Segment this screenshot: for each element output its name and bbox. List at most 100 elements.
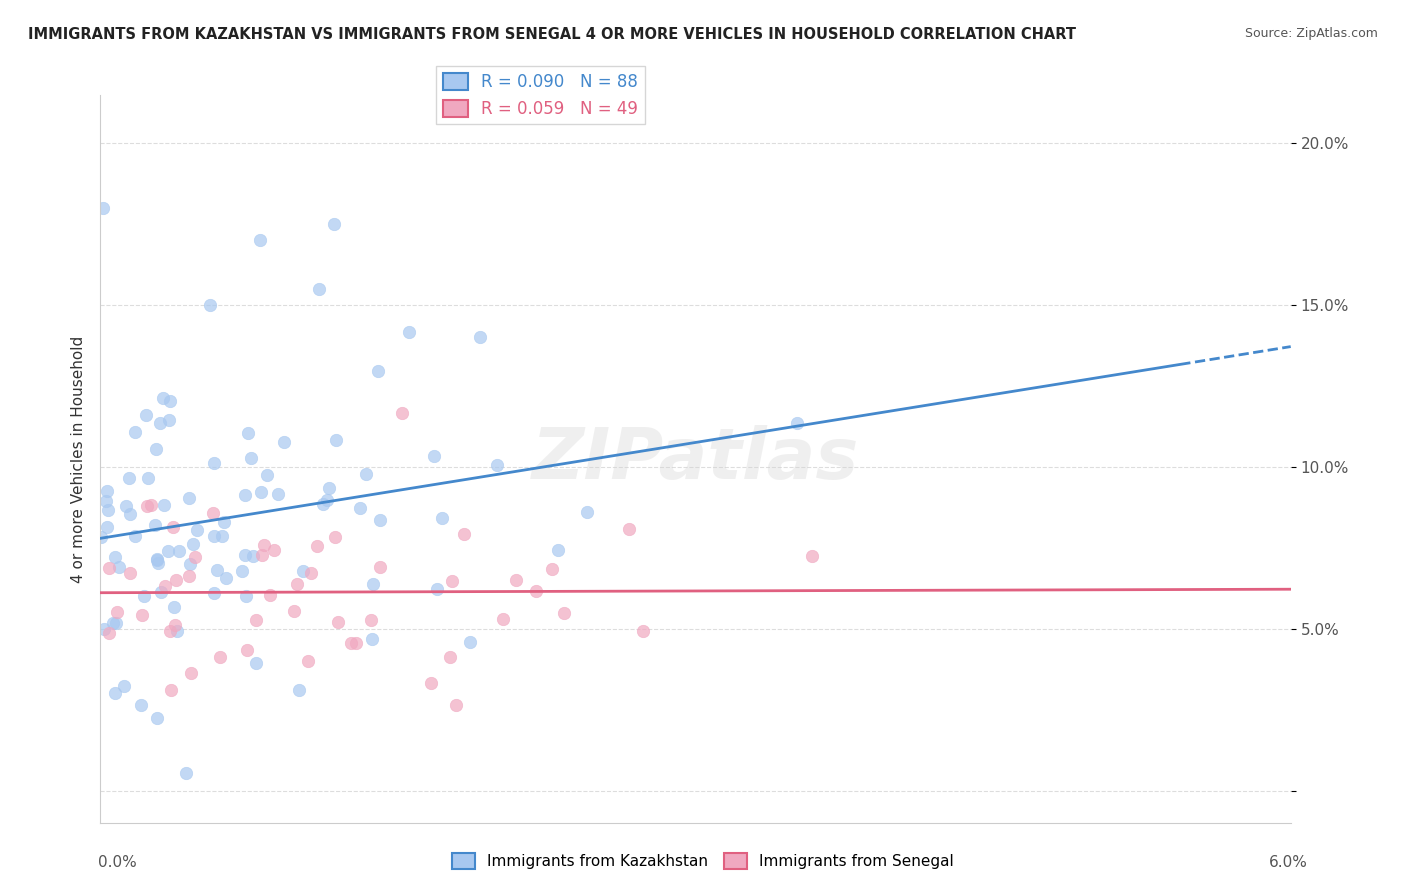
Point (179, 558, 201, 572)
Point (263, 542, 285, 557)
Point (141, 498, 163, 512)
Point (184, 550, 207, 565)
Point (180, 665, 202, 680)
Point (115, 500, 138, 514)
Point (186, 523, 208, 537)
Legend: Immigrants from Kazakhstan, Immigrants from Senegal: Immigrants from Kazakhstan, Immigrants f… (446, 847, 960, 875)
Point (96, 494, 118, 508)
Point (575, 505, 598, 519)
Text: IMMIGRANTS FROM KAZAKHSTAN VS IMMIGRANTS FROM SENEGAL 4 OR MORE VEHICLES IN HOUS: IMMIGRANTS FROM KAZAKHSTAN VS IMMIGRANTS… (28, 27, 1076, 42)
Point (215, 571, 238, 585)
Point (430, 511, 453, 525)
Point (104, 616, 127, 631)
Point (104, 686, 127, 700)
Point (96, 520, 118, 534)
Point (108, 560, 131, 574)
Point (167, 543, 190, 558)
Point (105, 605, 128, 619)
Point (205, 563, 228, 577)
Point (617, 522, 640, 536)
Point (145, 442, 167, 456)
Point (103, 615, 125, 630)
Point (163, 618, 186, 632)
Point (104, 550, 127, 565)
Point (202, 506, 225, 520)
Point (97, 561, 120, 575)
Point (297, 654, 319, 668)
Point (146, 557, 169, 571)
Point (426, 582, 449, 597)
Point (786, 417, 808, 431)
Point (453, 526, 475, 541)
Point (146, 553, 169, 567)
Point (325, 433, 347, 447)
Point (349, 501, 371, 516)
Point (492, 612, 515, 626)
Point (153, 498, 176, 512)
Point (90, 530, 112, 544)
Point (360, 613, 382, 627)
Point (157, 413, 180, 427)
Point (344, 636, 367, 650)
Point (163, 599, 186, 614)
Point (458, 635, 481, 649)
Point (250, 548, 273, 562)
Point (93, 622, 115, 636)
Point (308, 282, 330, 296)
Point (124, 529, 146, 543)
Point (307, 539, 329, 553)
Point (152, 391, 174, 405)
Point (129, 698, 152, 712)
Point (236, 426, 259, 441)
Point (288, 683, 311, 698)
Point (326, 615, 349, 630)
Point (162, 520, 184, 534)
Point (211, 529, 233, 543)
Point (155, 579, 177, 593)
Point (114, 679, 136, 693)
Point (423, 449, 446, 463)
Point (204, 529, 226, 543)
Point (323, 217, 346, 231)
Point (165, 573, 187, 587)
Point (214, 516, 236, 530)
Point (156, 544, 179, 558)
Point (150, 584, 173, 599)
Point (149, 416, 172, 430)
Point (553, 606, 575, 620)
Point (354, 467, 377, 482)
Point (174, 766, 197, 780)
Point (439, 650, 461, 665)
Point (391, 406, 413, 420)
Point (368, 513, 391, 527)
Point (208, 649, 231, 664)
Point (249, 484, 271, 499)
Point (312, 497, 335, 511)
Point (398, 325, 420, 339)
Point (440, 574, 463, 589)
Y-axis label: 4 or more Vehicles in Household: 4 or more Vehicles in Household (72, 335, 86, 582)
Point (124, 425, 146, 439)
Point (166, 624, 188, 639)
Point (96, 483, 118, 498)
Point (245, 613, 267, 627)
Point (285, 577, 308, 591)
Point (235, 589, 257, 603)
Point (146, 711, 169, 725)
Point (444, 698, 467, 712)
Point (138, 471, 160, 485)
Point (239, 450, 262, 465)
Point (283, 604, 305, 618)
Text: ZIPatlas: ZIPatlas (531, 425, 859, 493)
Point (316, 493, 339, 508)
Point (160, 683, 183, 698)
Point (420, 675, 443, 690)
Point (159, 624, 181, 638)
Point (97, 503, 120, 517)
Point (485, 458, 508, 472)
Point (136, 499, 159, 513)
Point (202, 456, 225, 470)
Point (159, 394, 181, 409)
Point (177, 569, 200, 583)
Text: 6.0%: 6.0% (1268, 855, 1308, 870)
